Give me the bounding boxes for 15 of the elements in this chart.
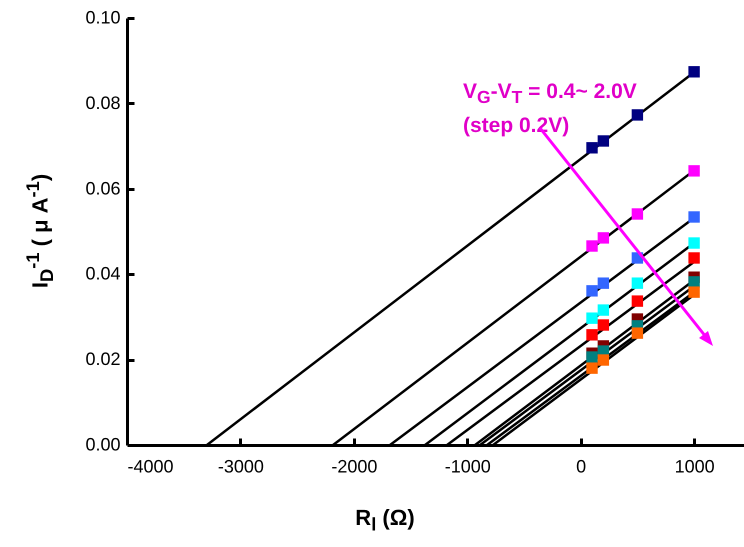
y-tick-label: 0.00 (85, 434, 120, 454)
x-tick-label: -4000 (128, 456, 174, 476)
y-tick-label: 0.04 (85, 264, 120, 284)
x-tick-label: -3000 (218, 456, 264, 476)
y-tick-label: 0.08 (85, 92, 120, 113)
annotation: (step 0.2V) (463, 114, 570, 138)
annotation: V$_{G}$-V$_{T}$ = 0.4~ 2.0V (463, 80, 637, 108)
y-tick-label: 0.02 (85, 349, 120, 370)
x-axis-title: R$_{l}$ (Ω) (355, 505, 415, 536)
x-tick-label: 1000 (674, 456, 715, 476)
x-tick-label: -2000 (331, 456, 378, 476)
y-tick-label: 0.10 (85, 8, 120, 28)
x-tick-label: 0 (576, 456, 586, 476)
y-tick-label: 0.06 (85, 178, 120, 198)
x-tick-label: -1000 (444, 456, 491, 476)
